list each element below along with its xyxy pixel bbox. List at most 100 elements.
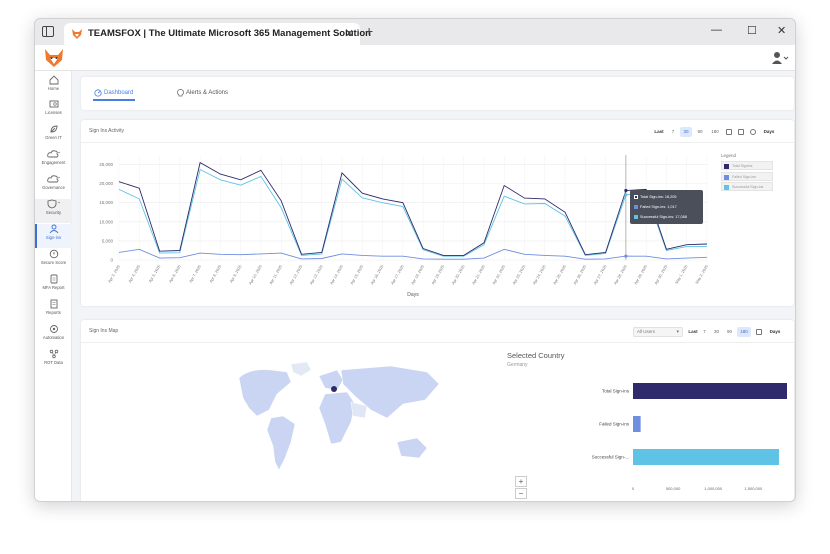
- x-tick-label: Apr 5, 2025: [148, 265, 161, 284]
- bulb-icon: [177, 89, 184, 97]
- map-range-7-button[interactable]: 7: [703, 329, 706, 334]
- chart-legend: Legend Total Signins Failed Sign-ins Suc…: [721, 153, 773, 193]
- x-tick-label: Apr 12, 2025: [289, 265, 303, 286]
- y-tick-label: 20,000: [99, 181, 113, 186]
- x-tick-label: Apr 29, 2025: [634, 265, 648, 286]
- sidebar-item-label: Licenses: [45, 110, 62, 115]
- map-range-90-button[interactable]: 90: [726, 329, 732, 334]
- new-tab-icon[interactable]: +: [365, 23, 374, 39]
- x-tick-label: Apr 19, 2025: [431, 265, 445, 286]
- sidebar-item-security[interactable]: Security: [35, 199, 72, 223]
- browser-titlebar: TEAMSFOX | The Ultimate Microsoft 365 Ma…: [35, 19, 795, 45]
- hover-point: [624, 188, 628, 193]
- sidebar-item-licenses[interactable]: Licenses: [35, 99, 72, 123]
- x-tick-label: Apr 4, 2025: [128, 265, 141, 284]
- tooltip-successful: Successful Sign-ins: 17,088: [640, 215, 687, 219]
- x-tick-label: Apr 24, 2025: [532, 265, 546, 286]
- range-last-label: Last: [654, 129, 664, 134]
- settings-icon[interactable]: [750, 129, 756, 135]
- sidebar-item-reports[interactable]: Reports: [35, 299, 72, 323]
- bar-x-tick-label: 0: [632, 486, 635, 491]
- legend-swatch: [724, 185, 729, 190]
- calendar-icon[interactable]: [738, 129, 744, 135]
- map-range-180-button[interactable]: 180: [737, 327, 751, 337]
- x-tick-label: Apr 18, 2025: [411, 265, 425, 286]
- user-sign-in-icon: [49, 224, 58, 234]
- sidebar-nav: Home Licenses Green IT Engagement Govern…: [35, 71, 72, 501]
- sidebar-item-automation[interactable]: Automation: [35, 324, 72, 348]
- sidebar-item-label: Governance: [42, 185, 65, 190]
- x-tick-label: Apr 6, 2025: [168, 265, 181, 284]
- country-bar[interactable]: [633, 383, 787, 399]
- x-tick-label: May 1, 2025: [675, 265, 689, 285]
- bar-x-tick-label: 1,000,000: [704, 486, 723, 491]
- sidebar-item-rot-data[interactable]: ROT Data: [35, 349, 72, 373]
- x-tick-label: Apr 20, 2025: [451, 265, 465, 286]
- x-tick-label: May 2, 2025: [695, 265, 709, 285]
- sidebar-item-secure-score[interactable]: Secure Score: [35, 249, 72, 273]
- map-zoom-in-button[interactable]: +: [515, 476, 527, 487]
- series-line-failed-sign-ins: [118, 248, 708, 260]
- licenses-icon: [49, 100, 58, 108]
- tab-alerts-actions[interactable]: Alerts & Actions: [186, 90, 229, 96]
- hover-point: [624, 254, 628, 258]
- sign-ins-line-chart: 0 5,000 10,000 15,000 20,000 25,000 Apr 3, 202…: [99, 155, 709, 298]
- tab-title: TEAMSFOX | The Ultimate Microsoft 365 Ma…: [88, 28, 371, 39]
- sidebar-toggle-icon[interactable]: [42, 26, 54, 37]
- range-180-button[interactable]: 180: [711, 129, 719, 134]
- map-range-days-label: Days: [769, 329, 781, 334]
- hover-point: [624, 193, 628, 197]
- minimize-icon[interactable]: —: [711, 24, 722, 36]
- main-content: Dashboard Alerts & Actions Sign Ins Acti…: [72, 71, 795, 501]
- x-tick-label: Apr 8, 2025: [209, 265, 222, 284]
- x-tick-label: Apr 9, 2025: [229, 265, 242, 284]
- tab-dashboard[interactable]: Dashboard: [104, 90, 134, 96]
- window-close-icon[interactable]: ✕: [777, 25, 787, 37]
- x-tick-label: Apr 27, 2025: [593, 265, 607, 286]
- map-zoom-out-button[interactable]: −: [515, 488, 527, 499]
- country-bar[interactable]: [633, 449, 779, 465]
- germany-marker[interactable]: [331, 386, 337, 392]
- range-30-button[interactable]: 30: [680, 127, 692, 137]
- sidebar-item-governance[interactable]: Governance: [35, 174, 72, 198]
- sidebar-item-engagement[interactable]: Engagement: [35, 149, 72, 173]
- tooltip-total: Total Sign-ins: 18,205: [640, 195, 677, 199]
- legend-item-successful[interactable]: Successful Sign-ins: [721, 182, 773, 191]
- map-range-last-label: Last: [688, 329, 698, 334]
- sidebar-item-label: Security: [45, 210, 62, 215]
- export-icon[interactable]: [726, 129, 732, 135]
- map-export-icon[interactable]: [756, 329, 762, 335]
- cloud-sync-icon: [46, 175, 60, 183]
- range-90-button[interactable]: 90: [697, 129, 703, 134]
- legend-item-failed[interactable]: Failed Sign-ins: [721, 171, 773, 181]
- range-7-button[interactable]: 7: [671, 129, 675, 134]
- teamsfox-logo-icon[interactable]: [43, 48, 65, 68]
- world-map[interactable]: [191, 358, 451, 498]
- legend-label: Total Signins: [732, 164, 753, 168]
- map-range-30-button[interactable]: 30: [713, 329, 719, 334]
- sidebar-item-label: Reports: [46, 310, 61, 315]
- sidebar-item-home[interactable]: Home: [35, 75, 72, 99]
- card-divider: [81, 342, 794, 343]
- tab-close-icon[interactable]: ✕: [344, 28, 354, 40]
- legend-item-total[interactable]: Total Signins: [721, 161, 773, 170]
- chevron-down-icon: ▾: [676, 329, 679, 335]
- sign-ins-activity-card: Sign Ins Activity Last 7 30 90 180 Days …: [81, 120, 794, 306]
- maximize-icon[interactable]: ☐: [747, 25, 757, 37]
- sidebar-item-sign-ins[interactable]: Sign-ins: [35, 224, 72, 248]
- dashboard-icon: [94, 89, 102, 97]
- bar-x-tick-label: 1,500,000: [744, 486, 763, 491]
- x-tick-label: Apr 22, 2025: [492, 265, 506, 286]
- sidebar-item-mfa-report[interactable]: MFA Report: [35, 274, 72, 298]
- x-tick-label: Apr 17, 2025: [390, 265, 404, 286]
- sidebar-item-label: Automation: [42, 335, 65, 340]
- legend-label: Failed Sign-ins: [732, 174, 756, 179]
- users-select[interactable]: All Users ▾: [633, 327, 683, 337]
- y-tick-label: 10,000: [99, 219, 113, 224]
- browser-tab[interactable]: TEAMSFOX | The Ultimate Microsoft 365 Ma…: [64, 23, 371, 45]
- country-bar[interactable]: [633, 416, 641, 432]
- bar-x-tick-label: 500,000: [666, 486, 681, 491]
- user-avatar-icon[interactable]: [771, 51, 789, 65]
- sidebar-item-green-it[interactable]: Green IT: [35, 124, 72, 148]
- tooltip-failed-row: Failed Sign-ins: 1,017: [634, 205, 677, 209]
